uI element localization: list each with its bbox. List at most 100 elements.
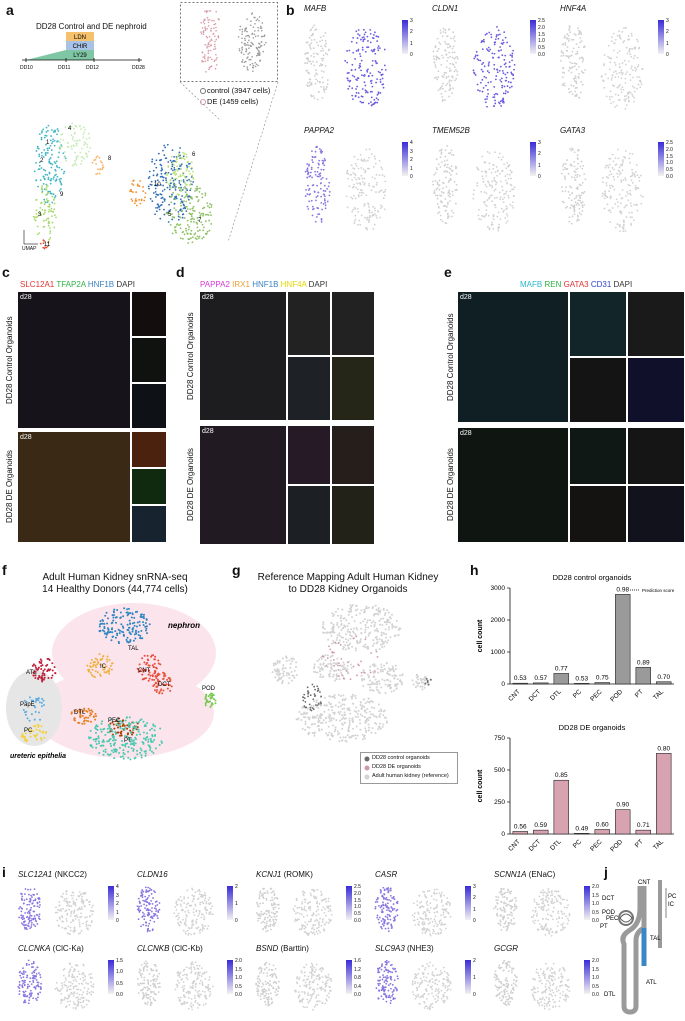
reference-point [343, 624, 346, 627]
bar-pc [574, 683, 590, 685]
feature-point [367, 102, 370, 105]
cluster-point [163, 208, 165, 211]
cluster-point [160, 197, 163, 200]
reference-point [276, 660, 279, 663]
control-point [312, 698, 315, 701]
feature-point [493, 105, 496, 107]
feature-point [571, 50, 574, 53]
feature-point [495, 34, 498, 36]
umap-point-pec [109, 722, 112, 725]
feature-point [486, 150, 489, 153]
feature-point [578, 219, 580, 221]
feature-point [499, 218, 502, 221]
umap-point-control [257, 26, 259, 29]
reference-point [334, 728, 337, 731]
umap-point-atl [32, 674, 35, 677]
reference-point [340, 636, 343, 639]
umap-point-dtl [73, 709, 76, 712]
umap-point-control [257, 64, 259, 67]
feature-point [436, 50, 439, 52]
feature-point [323, 157, 326, 160]
feature-point [580, 80, 583, 83]
reference-point [328, 695, 331, 698]
umap-point-pt [142, 720, 145, 723]
feature-point [501, 54, 504, 57]
de-point [339, 664, 341, 667]
feature-point [446, 59, 449, 62]
feature-point [34, 917, 37, 920]
cluster-point [174, 183, 177, 186]
reference-point [350, 695, 353, 698]
reference-point [301, 727, 304, 730]
feature-point [499, 33, 501, 36]
feature-point [442, 181, 444, 184]
feature-point [507, 177, 510, 180]
feature-point [497, 229, 500, 232]
cluster-point [173, 207, 176, 209]
feature-point [612, 185, 614, 188]
cluster-point [179, 163, 181, 166]
cluster-point [50, 162, 53, 165]
reference-point [384, 612, 387, 615]
feature-point [310, 94, 313, 97]
feature-point [308, 78, 311, 80]
umap-label-dtl: DTL [74, 710, 86, 716]
cluster-point [207, 214, 210, 216]
de-point [340, 658, 343, 660]
reference-point [417, 675, 420, 678]
cluster-point [158, 208, 161, 211]
reference-point [366, 673, 369, 676]
feature-point [30, 926, 33, 928]
reference-point [370, 683, 373, 686]
feature-point [65, 897, 68, 900]
cluster-point [185, 210, 188, 213]
feature-point [625, 98, 628, 100]
feature-point [564, 35, 566, 37]
umap-point-cnt [147, 679, 150, 682]
reference-point [315, 705, 318, 708]
feature-point [570, 149, 573, 152]
umap-point-de [206, 45, 208, 47]
umap-point-atl [41, 678, 44, 681]
feature-point [622, 224, 625, 227]
umap-point-ic [99, 674, 102, 677]
reference-point [336, 730, 339, 733]
feature-point [449, 85, 451, 87]
feature-point [634, 69, 637, 72]
feature-point [488, 168, 491, 171]
reference-point [344, 638, 347, 641]
feature-point [309, 60, 312, 63]
reference-point [314, 671, 317, 674]
reference-point [342, 640, 345, 643]
cluster-point [163, 213, 166, 216]
cluster-point [208, 229, 211, 232]
feature-point [487, 46, 490, 49]
reference-point [420, 681, 423, 684]
category-label-cnt: CNT [507, 688, 521, 702]
reference-point [322, 719, 325, 722]
reference-point [332, 669, 335, 672]
feature-point [638, 176, 641, 179]
feature-point [370, 96, 373, 99]
cluster-point [171, 232, 174, 235]
feature-point [616, 175, 619, 178]
cluster-point [204, 220, 207, 223]
feature-point [357, 167, 360, 170]
cluster-point [46, 149, 49, 152]
cluster-point [46, 201, 49, 203]
reference-point [352, 627, 355, 630]
feature-point [377, 49, 380, 52]
feature-point [436, 187, 439, 190]
feature-point [631, 69, 634, 72]
feature-point [360, 191, 363, 194]
feature-point [442, 27, 445, 30]
feature-point [492, 218, 495, 221]
reference-point [336, 623, 339, 626]
feature-point [569, 31, 572, 34]
reference-point [363, 716, 366, 719]
feature-point [435, 188, 438, 191]
feature-point [20, 897, 23, 900]
feature-point [614, 38, 617, 41]
feature-point [578, 174, 581, 177]
